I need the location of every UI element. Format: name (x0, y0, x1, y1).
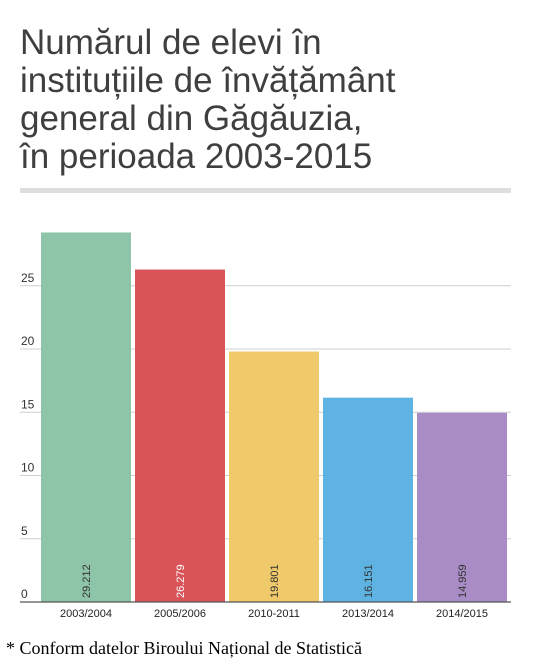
bar (135, 269, 225, 602)
x-category-label: 2005/2006 (154, 608, 206, 620)
bar (229, 351, 319, 602)
y-tick-label: 5 (21, 524, 28, 538)
chart-title: Numărul de elevi în instituțiile de învă… (20, 24, 520, 176)
bar-value-label: 19.801 (269, 564, 281, 598)
x-category-label: 2013/2014 (342, 608, 394, 620)
footnote: * Conform datelor Biroului Național de S… (6, 638, 362, 658)
bar-value-label: 14.959 (457, 564, 469, 598)
y-tick-label: 0 (21, 587, 28, 601)
y-tick-label: 10 (21, 461, 35, 475)
title-line-3: general din Găgăuzia, (20, 99, 363, 138)
bar-value-label: 16.151 (363, 564, 375, 598)
title-line-4: în perioada 2003-2015 (20, 137, 373, 176)
title-divider (20, 188, 511, 193)
x-category-label: 2010-2011 (248, 608, 300, 620)
y-tick-label: 20 (21, 334, 35, 348)
x-category-label: 2014/2015 (436, 608, 488, 620)
title-line-1: Numărul de elevi în (20, 23, 322, 62)
bar-value-label: 29.212 (81, 564, 93, 598)
bar-chart: 0 5 10 15 20 25 29.212 2003/2004 26.279 2005/2006… (20, 232, 511, 620)
title-line-2: instituțiile de învățământ (20, 61, 396, 100)
bar (323, 397, 413, 602)
y-tick-label: 25 (21, 271, 35, 285)
bar (417, 412, 507, 602)
x-category-label: 2003/2004 (60, 608, 112, 620)
bar (41, 232, 131, 602)
bar-value-label: 26.279 (175, 564, 187, 598)
y-tick-label: 15 (21, 397, 35, 411)
